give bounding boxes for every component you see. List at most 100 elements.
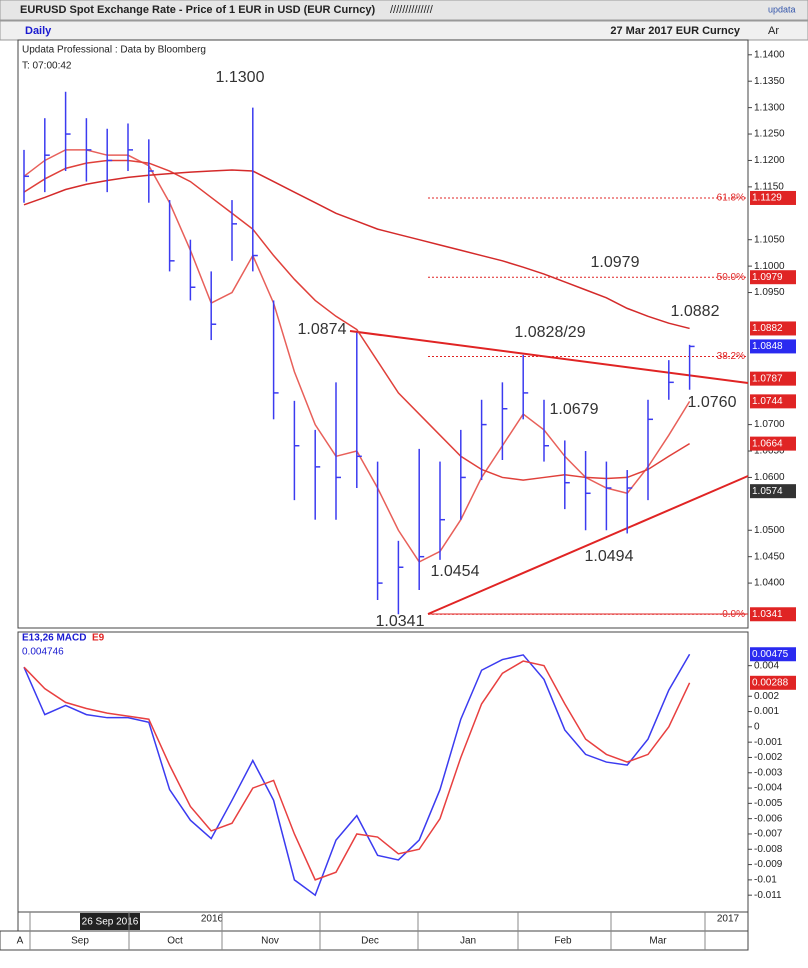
y-tick-label: -0.01 [754,875,777,886]
price-box-label: 1.1129 [752,193,782,204]
fib-label: 61.8% [717,193,745,204]
annotation: 1.1300 [216,69,265,86]
x-corner: A [17,936,24,947]
price-box-label: 0.00475 [752,649,789,660]
month-label: Sep [71,936,89,947]
y-tick-label: -0.008 [754,844,783,855]
y-tick-label: 0 [754,722,760,733]
hatch: ////////////// [390,4,434,16]
period: Daily [25,25,52,37]
macd-title: E13,26 MACD [22,633,86,644]
y-tick-label: -0.001 [754,737,783,748]
y-tick-label: 1.1400 [754,49,785,60]
annotation: 1.0494 [585,548,634,565]
annotation: 1.0874 [298,321,347,338]
date-box-label: 26 Sep 2016 [82,917,139,928]
month-label: Jan [460,936,476,947]
annotation: 1.0828/29 [514,324,585,341]
month-label: Dec [361,936,379,947]
fib-label: 50.0% [717,272,745,283]
moving-average [23,169,690,330]
y-tick-label: 1.0450 [754,551,785,562]
y-tick-label: 0.004 [754,660,779,671]
y-tick-label: 1.1050 [754,234,785,245]
price-box-label: 1.0848 [752,341,783,352]
price-box [750,675,796,690]
year-label: 2016 [201,914,224,925]
month-strip [0,930,749,951]
macd-panel [17,631,749,913]
price-box-label: 1.0664 [752,438,783,449]
y-tick-label: 1.0650 [754,446,785,457]
y-tick-label: 1.0700 [754,419,785,430]
y-tick-label: 0.001 [754,706,779,717]
source: Updata Professional : Data by Bloomberg [22,45,206,56]
month-label: Mar [649,936,667,947]
macd-line [23,660,691,881]
y-tick-label: 1.1300 [754,102,785,113]
month-label: Feb [554,936,572,947]
stamp: 27 Mar 2017 EUR Curncy [610,25,740,37]
price-box [750,607,796,622]
annotation: 1.0760 [688,394,737,411]
annotation: 1.0679 [550,401,599,418]
date-box [80,913,140,930]
y-tick-label: 1.0400 [754,578,785,589]
price-box-label: 1.0979 [752,272,783,283]
price-panel [17,39,749,629]
year-label: 2017 [717,914,740,925]
month-label: Oct [167,936,183,947]
logo: updata [768,4,796,14]
y-tick-label: 1.1250 [754,129,785,140]
price-box [750,190,796,205]
price-box-label: 1.0574 [752,486,783,497]
price-box-label: 1.0341 [752,609,783,620]
y-tick-label: 1.0600 [754,472,785,483]
y-tick-label: 1.1350 [754,76,785,87]
y-tick-label: -0.009 [754,859,783,870]
y-tick-label: 1.0950 [754,287,785,298]
price-box [750,321,796,336]
price-box [750,270,796,285]
y-tick-label: -0.002 [754,752,783,763]
y-tick-label: -0.011 [754,890,782,901]
price-box-label: 1.0787 [752,373,783,384]
y-tick-label: -0.004 [754,783,783,794]
annotation: 1.0882 [671,303,720,320]
moving-average [23,159,690,481]
month-label: Nov [261,936,279,947]
fib-label: 38.2% [717,351,745,362]
price-box [750,436,796,451]
y-tick-label: 1.0500 [754,525,785,536]
y-tick-label: 1.1150 [754,182,784,193]
trendline [349,330,749,384]
y-tick-label: 0.002 [754,691,779,702]
price-box [750,647,796,662]
annotation: 1.0454 [431,563,480,580]
time: T: 07:00:42 [22,61,72,72]
title: EURUSD Spot Exchange Rate - Price of 1 E… [20,4,375,16]
y-tick-label: -0.005 [754,798,783,809]
macd-current: 0.004746 [22,647,64,658]
y-tick-label: -0.003 [754,767,783,778]
macd-line [23,653,691,897]
annotation: 1.0341 [376,613,425,630]
price-box [750,339,796,354]
price-box [750,394,796,409]
price-box [750,371,796,386]
price-box-label: 1.0744 [752,396,783,407]
y-tick-label: -0.007 [754,829,783,840]
trendline [427,475,749,615]
price-box [750,484,796,499]
price-box-label: 0.00288 [752,677,789,688]
price-box-label: 1.0882 [752,323,783,334]
title-bar [0,0,808,21]
y-tick-label: 1.1000 [754,261,785,272]
fib-label: 0.0% [722,609,745,620]
annotation: 1.0979 [591,254,640,271]
signal-title: E9 [92,633,105,644]
y-tick-label: 1.1200 [754,155,785,166]
y-tick-label: -0.006 [754,813,783,824]
